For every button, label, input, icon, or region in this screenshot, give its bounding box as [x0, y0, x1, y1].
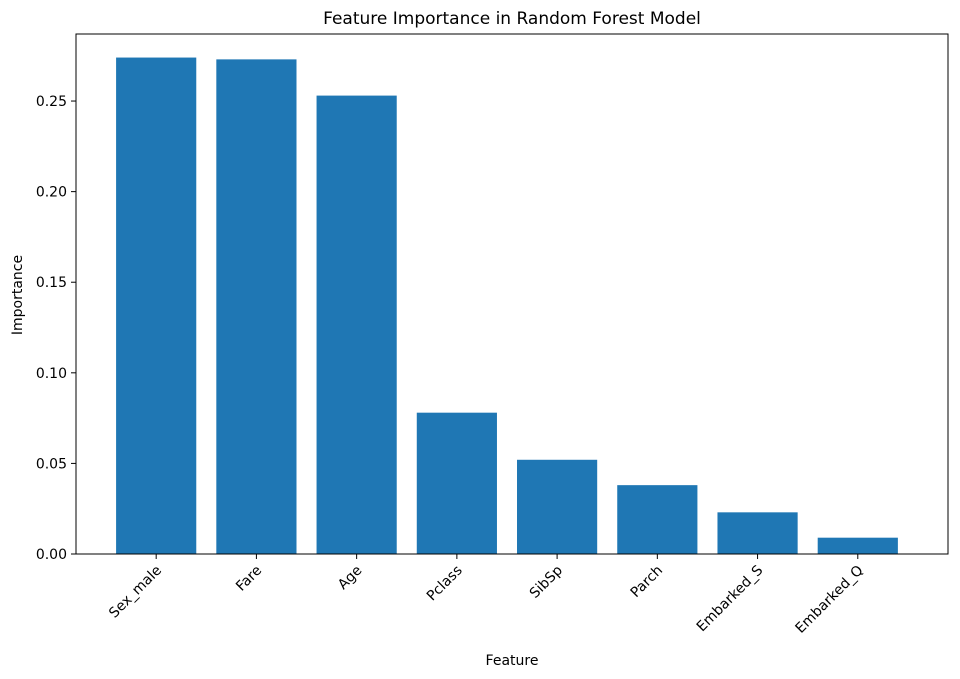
- y-axis-label: Importance: [10, 255, 26, 335]
- bars-group: [116, 57, 898, 555]
- y-tick-label: 0.20: [36, 185, 67, 201]
- bar-parch: [617, 485, 698, 554]
- y-tick-label: 0.05: [36, 456, 67, 472]
- bar-age: [316, 95, 397, 554]
- y-tick-label: 0.10: [36, 366, 67, 382]
- bar-sibsp: [517, 459, 598, 554]
- y-tick-label: 0.00: [36, 547, 67, 563]
- y-axis-ticks: 0.00 0.05 0.10 0.15 0.20 0.25: [36, 94, 76, 563]
- bar-fare: [216, 59, 297, 555]
- chart-title: Feature Importance in Random Forest Mode…: [323, 9, 701, 29]
- bar-sex-male: [116, 57, 197, 555]
- bar-pclass: [416, 412, 497, 554]
- bar-embarked-s: [717, 512, 798, 554]
- y-tick-label: 0.15: [36, 275, 67, 291]
- y-tick-label: 0.25: [36, 94, 67, 110]
- bar-embarked-q: [817, 537, 898, 554]
- plot-area-frame: [75, 33, 949, 555]
- x-axis-label: Feature: [486, 653, 539, 669]
